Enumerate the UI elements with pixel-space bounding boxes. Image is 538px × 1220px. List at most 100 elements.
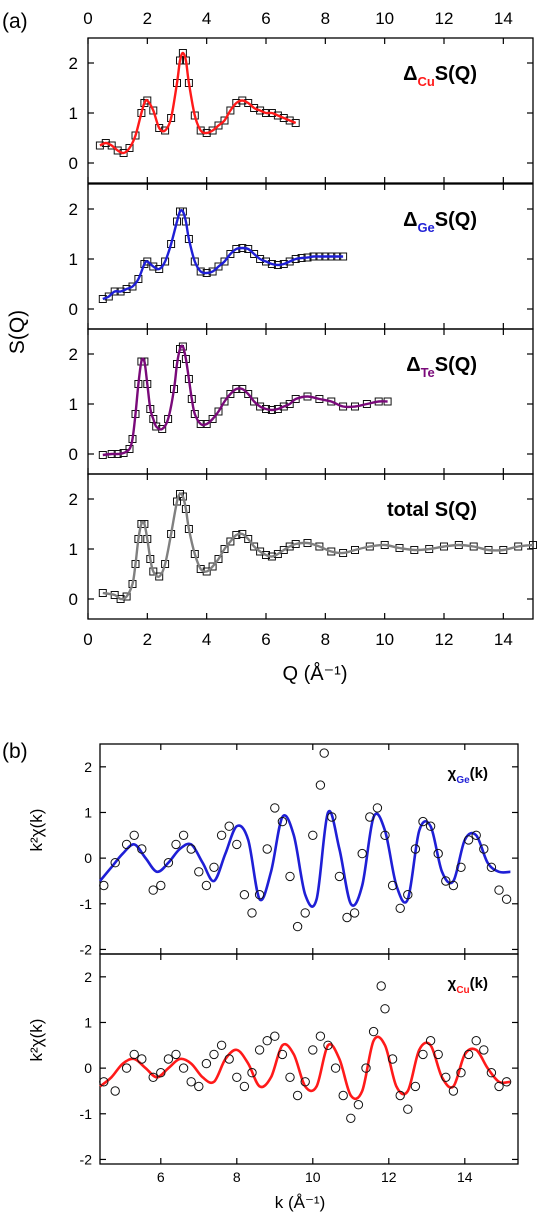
panel-b-data-point [361,1063,371,1073]
panel-b-data-point [148,1072,158,1083]
panel-b-data-point [121,1063,132,1073]
panel-a-series-label-1-base: Δ [403,63,417,85]
panel-a-data-point [143,96,152,105]
panel-b-data-point [463,835,474,845]
panel-b-data-point [357,848,367,859]
panel-b-ytick-label: -2 [80,941,93,957]
panel-a-subplot-4: 0 1 2 total S(Q) [69,473,537,620]
panel-b-data-point [425,821,436,831]
panel-a-xtick-label-top: 12 [435,9,454,28]
panel-b-series-label-2-sub: Cu [456,985,469,996]
panel-a-data-point [214,407,223,416]
panel-b-ytick-label: 2 [84,969,92,985]
panel-b-data-point [418,816,428,827]
panel-a-subplot-1: 0 1 2 ΔCuS(Q) [69,37,534,184]
panel-b-data-point [471,1036,481,1046]
panel-b-data-point [224,1054,234,1064]
panel-b-series-label-1-sub: Ge [456,775,470,786]
panel-a-data-point [149,262,158,271]
panel-b-data-point [224,821,234,831]
panel-a-data-point [285,542,294,551]
panel-b-data-point [285,1072,295,1083]
panel-a-series-label-2-base: Δ [403,209,417,231]
panel-b-data-point [479,1045,489,1055]
panel-b-data-point [232,1072,242,1083]
panel-a-data-point [244,390,253,398]
panel-a-series-label-3-base: Δ [406,354,420,376]
panel-b-data-point [395,1090,405,1101]
panel-a-data-point [208,267,217,276]
panel-a-data-point [256,402,265,411]
panel-b-ytick-label: 1 [84,804,92,820]
panel-a-xtick-label-top: 8 [321,9,330,28]
panel-b-data-point [277,816,288,827]
panel-b-data-point [300,908,310,918]
panel-a-series-label-3: ΔTeS(Q) [406,354,477,380]
panel-a-frame-3 [87,328,534,475]
panel-b-data-point [300,1077,310,1087]
panel-b-data-point [327,812,337,822]
panel-a-fit-line-1 [99,51,297,155]
panel-b-series-label-1-rest: (k) [470,765,488,782]
panel-a-data-point [140,260,149,268]
panel-b-data-point [254,890,265,900]
panel-b-data-point [479,844,489,854]
panel-b-data-point [486,1068,497,1078]
panel-b-data-point [254,1045,265,1055]
panel-a-data-point [250,397,259,406]
panel-a-data-point [155,124,164,132]
panel-b-data-point [129,830,139,840]
panel-a-data-point [220,397,229,406]
panel-a-xtick-label-top: 6 [261,9,270,28]
panel-a-ytick-label: 0 [69,300,78,319]
panel-b-data-point [99,880,109,891]
panel-b-data-point [494,885,504,895]
panel-a-subplot-2: 0 1 2 ΔGeS(Q) [69,183,534,330]
panel-b-data-point [494,1081,504,1092]
panel-b-data-point [387,1054,398,1064]
panel-a-xtick-label: 2 [143,630,152,649]
panel-a-ytick-label: 2 [69,490,78,509]
panel-a-ytick-label: 1 [69,104,78,123]
panel-a-data-point [273,111,282,120]
panel-a-data-point [220,116,229,125]
panel-a-xtick-label-top: 0 [83,9,92,28]
panel-a-data-point [226,390,235,398]
panel-a-xtick-label-top: 10 [375,9,394,28]
panel-a-plots: 012 ΔCuS(Q)012 ΔGeS(Q)012 ΔTeS(Q)012 total S… [69,9,537,649]
panel-a-series-label-3-sub: Te [421,365,435,380]
panel-a-ytick-label: 2 [69,200,78,219]
panel-a-data-point [104,292,113,301]
panel-a-data-point [214,555,223,563]
panel-a-data-point [196,565,205,573]
panel-a-data-point [244,99,253,107]
panel-a-ytick-label: 0 [69,445,78,464]
panel-b-xtick-label: 12 [381,1169,397,1185]
panel-a-xtick-label: 0 [83,630,92,649]
panel-a-data-point [125,445,134,453]
panel-a-data-point [285,257,294,266]
panel-a-ytick-label: 1 [69,250,78,269]
panel-b-subplot-2: -2 -1 0 1 2 χCu(k) [80,953,519,1167]
panel-a-data-point [232,99,241,107]
panel-a-data-point [244,535,253,543]
panel-a-data-point [208,126,217,135]
panel-b-data-point [319,748,329,758]
panel-a-data-point [250,250,259,258]
panel-b-data-point [349,908,360,918]
panel-b-data-point [270,1031,280,1041]
panel-b-data-point [148,885,158,895]
panel-b-data-point [315,780,326,790]
panel-a-data-point [220,545,229,553]
panel-a-xtick-label: 4 [202,630,211,649]
panel-a-subplot-3: 0 1 2 ΔTeS(Q) [69,328,534,475]
panel-b-xtick-label: 10 [305,1169,321,1185]
panel-b-data-point [194,867,204,877]
panel-b-data-point [247,908,257,918]
panel-b-ylabel-1: k²χ(k) [27,809,46,852]
panel-a-data-point [256,255,265,263]
panel-b-data-point [380,830,390,840]
panel-a-series-label-2-rest: S(Q) [435,209,477,231]
panel-b-data-point [216,1040,227,1051]
